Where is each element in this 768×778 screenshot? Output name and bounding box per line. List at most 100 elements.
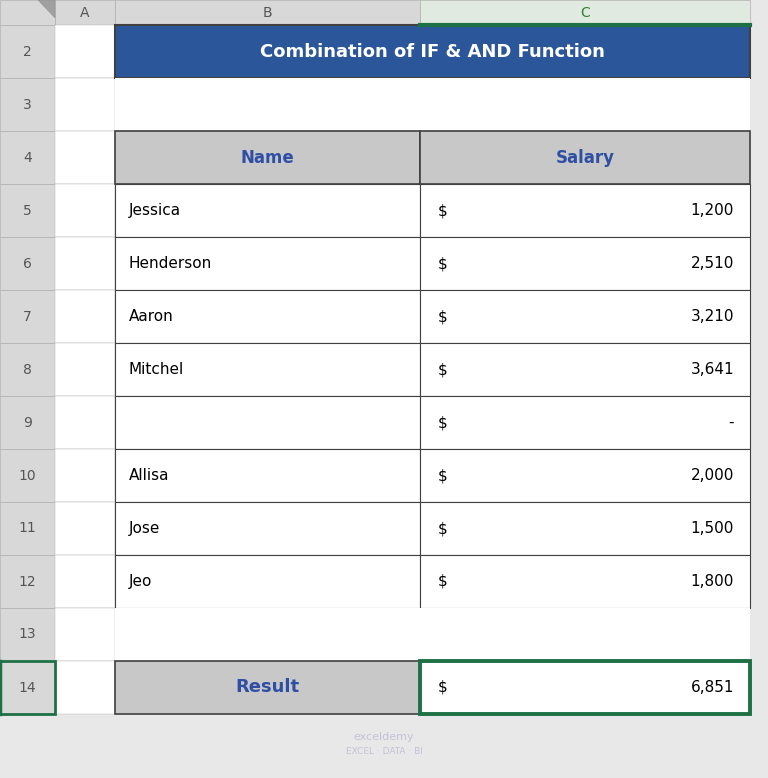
Bar bbox=[55, 25, 115, 78]
Text: 1,800: 1,800 bbox=[690, 574, 734, 589]
Bar bbox=[420, 237, 750, 290]
Bar bbox=[0, 0, 55, 25]
Bar bbox=[55, 184, 115, 237]
Bar bbox=[420, 502, 750, 555]
Text: Henderson: Henderson bbox=[129, 256, 212, 271]
Text: -: - bbox=[729, 415, 734, 430]
Text: Allisa: Allisa bbox=[129, 468, 170, 483]
Bar bbox=[0, 131, 55, 184]
Bar bbox=[115, 449, 420, 502]
Bar bbox=[115, 396, 420, 449]
Bar bbox=[55, 0, 115, 25]
Bar bbox=[0, 78, 55, 131]
Text: Combination of IF & AND Function: Combination of IF & AND Function bbox=[260, 43, 605, 61]
Bar bbox=[420, 78, 750, 131]
Bar bbox=[420, 555, 750, 608]
Bar bbox=[115, 290, 420, 343]
Text: Jeo: Jeo bbox=[129, 574, 152, 589]
Text: 14: 14 bbox=[18, 681, 36, 695]
Bar bbox=[0, 661, 55, 714]
Text: $: $ bbox=[438, 203, 448, 218]
Bar bbox=[55, 608, 115, 661]
Bar bbox=[115, 25, 420, 78]
Text: Jessica: Jessica bbox=[129, 203, 181, 218]
Bar bbox=[55, 396, 115, 449]
Bar bbox=[115, 131, 420, 184]
Text: 3,641: 3,641 bbox=[690, 362, 734, 377]
Bar bbox=[55, 290, 115, 343]
Bar bbox=[420, 608, 750, 661]
Bar bbox=[420, 131, 750, 184]
Bar bbox=[0, 237, 55, 290]
Text: 3,210: 3,210 bbox=[690, 309, 734, 324]
Bar bbox=[115, 131, 420, 184]
Bar bbox=[115, 396, 420, 449]
Bar bbox=[55, 449, 115, 502]
Bar bbox=[0, 184, 55, 237]
Text: $: $ bbox=[438, 521, 448, 536]
Bar bbox=[420, 396, 750, 449]
Bar bbox=[115, 78, 420, 131]
Text: 9: 9 bbox=[23, 415, 32, 429]
Polygon shape bbox=[38, 0, 55, 17]
Bar bbox=[420, 502, 750, 555]
Bar bbox=[55, 131, 115, 184]
Bar bbox=[420, 449, 750, 502]
Bar bbox=[420, 237, 750, 290]
Bar bbox=[420, 184, 750, 237]
Bar bbox=[115, 184, 420, 237]
Bar bbox=[115, 343, 420, 396]
Bar bbox=[115, 661, 420, 714]
Text: Mitchel: Mitchel bbox=[129, 362, 184, 377]
Bar bbox=[115, 78, 750, 131]
Bar bbox=[115, 661, 420, 714]
Text: Name: Name bbox=[240, 149, 294, 166]
Bar bbox=[0, 449, 55, 502]
Text: exceldemy: exceldemy bbox=[354, 732, 414, 742]
Bar bbox=[420, 661, 750, 714]
Bar bbox=[0, 555, 55, 608]
Bar bbox=[420, 0, 750, 25]
Bar bbox=[0, 290, 55, 343]
Bar bbox=[420, 131, 750, 184]
Bar bbox=[420, 343, 750, 396]
Bar bbox=[420, 396, 750, 449]
Text: $: $ bbox=[438, 468, 448, 483]
Bar bbox=[115, 608, 420, 661]
Bar bbox=[115, 237, 420, 290]
Bar bbox=[0, 608, 55, 661]
Bar bbox=[115, 25, 750, 78]
Bar bbox=[115, 502, 420, 555]
Bar bbox=[420, 290, 750, 343]
Bar bbox=[420, 343, 750, 396]
Text: $: $ bbox=[438, 574, 448, 589]
Bar bbox=[115, 290, 420, 343]
Bar bbox=[55, 555, 115, 608]
Bar bbox=[115, 502, 420, 555]
Text: 3: 3 bbox=[23, 97, 32, 111]
Text: 6,851: 6,851 bbox=[690, 680, 734, 695]
Text: 2,000: 2,000 bbox=[690, 468, 734, 483]
Bar bbox=[420, 25, 750, 78]
Bar bbox=[0, 396, 55, 449]
Bar bbox=[115, 555, 420, 608]
Text: 1,200: 1,200 bbox=[690, 203, 734, 218]
Bar bbox=[115, 184, 420, 237]
Bar bbox=[420, 449, 750, 502]
Bar bbox=[0, 502, 55, 555]
Text: Salary: Salary bbox=[555, 149, 614, 166]
Bar bbox=[55, 78, 115, 131]
Bar bbox=[115, 555, 420, 608]
Text: 11: 11 bbox=[18, 521, 36, 535]
Bar bbox=[420, 290, 750, 343]
Text: Jose: Jose bbox=[129, 521, 161, 536]
Text: 2: 2 bbox=[23, 44, 32, 58]
Bar bbox=[115, 608, 750, 661]
Text: 7: 7 bbox=[23, 310, 32, 324]
Text: 2,510: 2,510 bbox=[690, 256, 734, 271]
Text: Result: Result bbox=[236, 678, 300, 696]
Bar bbox=[0, 25, 55, 78]
Bar bbox=[115, 343, 420, 396]
Text: 6: 6 bbox=[23, 257, 32, 271]
Text: 4: 4 bbox=[23, 150, 32, 164]
